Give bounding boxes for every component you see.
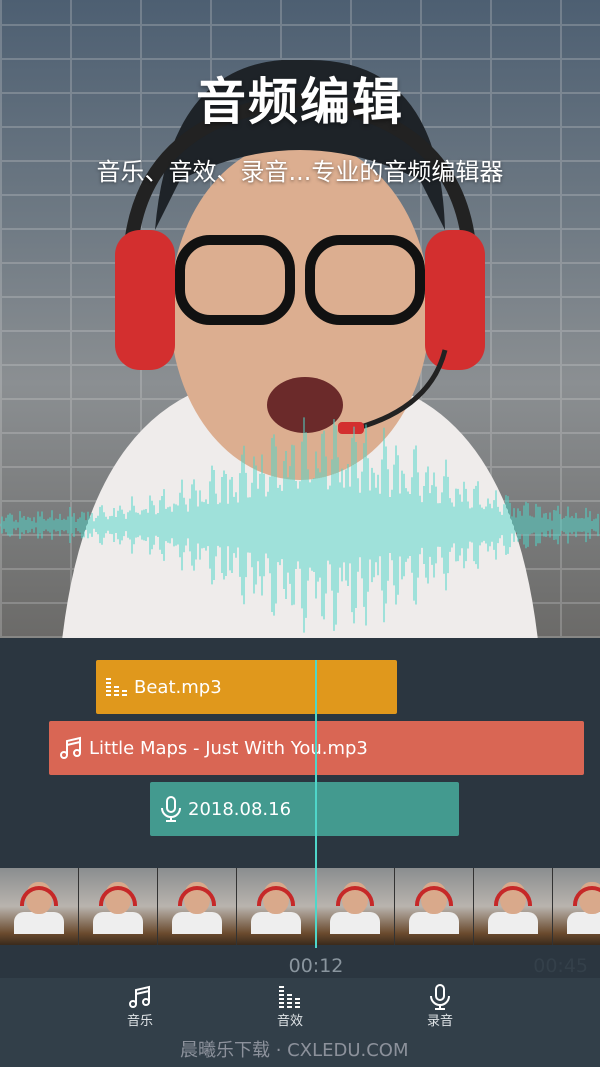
equalizer-icon: [106, 678, 127, 696]
audio-waveform: [0, 417, 599, 633]
tab-label: 音乐: [126, 1014, 153, 1029]
clip-label: Beat.mp3: [134, 676, 222, 698]
tab-label: 录音: [426, 1014, 453, 1029]
filmstrip-frame: [158, 868, 237, 945]
tab-music[interactable]: 音乐: [100, 984, 180, 1030]
tab-label: 音效: [276, 1014, 303, 1029]
filmstrip-frame: [237, 868, 316, 945]
filmstrip-frame: [0, 868, 79, 945]
audio-timeline[interactable]: Beat.mp3 Little Maps - Just With You.mp3…: [0, 638, 600, 978]
filmstrip-frame: [395, 868, 474, 945]
clip-label: Little Maps - Just With You.mp3: [89, 737, 368, 759]
hero-subtitle: 音乐、音效、录音...专业的音频编辑器: [96, 158, 504, 186]
playhead[interactable]: [315, 660, 317, 948]
current-time: 00:12: [288, 955, 344, 977]
filmstrip-frame: [474, 868, 553, 945]
music-note-icon: [60, 736, 81, 759]
microphone-icon: [430, 984, 450, 1010]
music-note-icon: [129, 985, 150, 1008]
microphone-icon: [161, 796, 181, 822]
clip-label: 2018.08.16: [188, 798, 292, 820]
hero-banner: 音频编辑 音乐、音效、录音...专业的音频编辑器: [0, 0, 600, 638]
watermark: 晨曦乐下载 · CXLEDU.COM: [180, 1040, 409, 1061]
filmstrip-frame: [316, 868, 395, 945]
video-filmstrip[interactable]: [0, 868, 600, 945]
equalizer-icon: [279, 986, 300, 1008]
hero-title: 音频编辑: [196, 73, 404, 131]
end-time: 00:45: [533, 955, 588, 977]
clip-beat[interactable]: Beat.mp3: [96, 660, 397, 714]
tab-recording[interactable]: 录音: [400, 984, 480, 1030]
filmstrip-frame: [79, 868, 158, 945]
tab-sound-effects[interactable]: 音效: [250, 984, 330, 1030]
filmstrip-frame: [553, 868, 600, 945]
clip-recording[interactable]: 2018.08.16: [150, 782, 459, 836]
bottom-tab-bar: 音乐 音效 录音 晨曦乐下载 · CXLEDU.COM: [0, 978, 600, 1067]
